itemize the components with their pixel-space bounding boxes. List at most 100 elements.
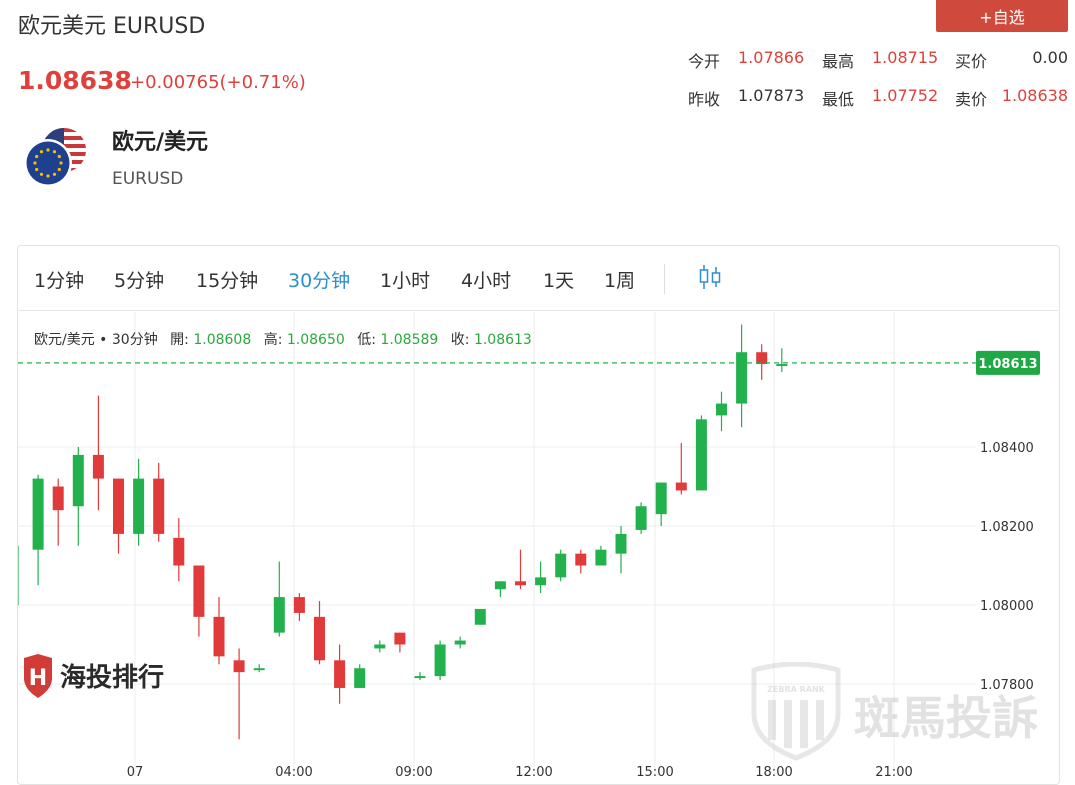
x-tick-label: 15:00 [636, 765, 673, 776]
page-title: 欧元美元 EURUSD [18, 14, 206, 39]
x-tick-label: 09:00 [395, 765, 432, 776]
candle-body [133, 478, 145, 534]
bid-value: 0.00 [1032, 48, 1068, 67]
x-tick-label: 12:00 [515, 765, 552, 776]
candle-body [434, 644, 446, 677]
candle-body [173, 537, 185, 566]
ohlc-high-value: 1.08650 [286, 332, 345, 348]
candle-body [113, 478, 124, 534]
open-label: 今开 [688, 52, 721, 71]
y-tick-label: 1.07800 [980, 678, 1034, 693]
tab-1min[interactable]: 1分钟 [34, 270, 85, 292]
y-axis: 1.08400 1.08200 1.08000 1.07800 [980, 441, 1034, 693]
ohlc-close-label: 收: [450, 332, 470, 348]
candle-body [32, 478, 44, 550]
candle-body [454, 640, 466, 645]
ask-label: 卖价 [955, 90, 988, 109]
candle-body [314, 616, 325, 661]
zebra-watermark-logo: ZEBRA RANK 斑馬投訴 [751, 662, 1038, 761]
ohlc-period: 30分钟 [111, 332, 158, 348]
tab-4hour[interactable]: 4小时 [461, 270, 512, 292]
ohlc-high-label: 高: [263, 332, 283, 348]
open-value: 1.07866 [738, 48, 805, 67]
y-tick-label: 1.08000 [980, 599, 1034, 614]
candle-body [253, 668, 265, 671]
candlestick-type-icon[interactable] [698, 264, 722, 290]
candle-body [675, 482, 687, 491]
candle-body [233, 660, 245, 673]
ohlc-symbol: 欧元/美元 [34, 332, 95, 348]
prev-close-value: 1.07873 [738, 86, 805, 105]
ohlc-close-value: 1.08613 [473, 332, 532, 348]
tab-15min[interactable]: 15分钟 [196, 270, 259, 292]
candle-body [273, 597, 285, 633]
x-tick-label: 18:00 [755, 765, 792, 776]
candle-body [635, 506, 647, 530]
add-watchlist-button[interactable]: +自选 [936, 0, 1068, 32]
ohlc-low-value: 1.08589 [380, 332, 439, 348]
candle-body [354, 668, 366, 688]
low-label: 最低 [822, 90, 855, 109]
y-tick-label: 1.08400 [980, 441, 1034, 456]
last-price: 1.08638 [18, 66, 132, 95]
chart-grid [18, 312, 976, 776]
candle-body [695, 419, 707, 491]
tab-1week[interactable]: 1周 [604, 270, 636, 292]
candle-body [334, 660, 346, 688]
candle-body [414, 676, 426, 679]
last-price-tag [976, 350, 1040, 375]
eu-us-flag-icon [24, 128, 86, 187]
candle-body [213, 616, 225, 657]
tab-5min[interactable]: 5分钟 [114, 270, 165, 292]
x-tick-label: 21:00 [875, 765, 912, 776]
candle-body [293, 597, 305, 613]
tab-1hour[interactable]: 1小时 [380, 270, 431, 292]
candle-body [655, 482, 667, 515]
ohlc-info-bar: 欧元/美元 • 30分钟 開: 1.08608 高: 1.08650 低: 1.… [34, 329, 532, 349]
candle-body [575, 553, 587, 566]
svg-text:H: H [29, 666, 47, 691]
haitou-watermark-logo: H 海投排行 [24, 654, 164, 698]
y-tick-label: 1.08200 [980, 520, 1034, 535]
tab-30min[interactable]: 30分钟 [288, 270, 351, 292]
candle-body [515, 581, 526, 586]
zebra-watermark-text: 斑馬投訴 [854, 691, 1038, 745]
x-tick-label: 07 [127, 765, 144, 776]
high-value: 1.08715 [872, 48, 939, 67]
ask-value: 1.08638 [1001, 86, 1068, 105]
last-price-line: 1.08613 [18, 350, 1040, 375]
ohlc-open-value: 1.08608 [193, 332, 252, 348]
candle-body [72, 454, 84, 507]
ohlc-low-label: 低: [357, 332, 376, 348]
candle-body [716, 403, 727, 416]
high-label: 最高 [822, 52, 855, 71]
x-axis: 07 04:00 09:00 12:00 15:00 18:00 21:00 [127, 765, 913, 776]
tab-1day[interactable]: 1天 [543, 270, 575, 292]
pair-name: 欧元/美元 [112, 130, 209, 155]
candle-body [535, 577, 547, 586]
candles [18, 324, 788, 740]
bid-label: 买价 [955, 52, 988, 71]
candle-body [776, 364, 788, 367]
candle-body [595, 549, 607, 566]
timeframe-tabs: 1分钟 5分钟 15分钟 30分钟 1小时 4小时 1天 1周 [18, 246, 1058, 311]
x-tick-label: 04:00 [275, 765, 312, 776]
ohlc-separator: • [99, 332, 112, 348]
price-change: +0.00765(+0.71%) [130, 72, 306, 93]
prev-close-label: 昨收 [688, 90, 721, 109]
candle-body [494, 581, 506, 590]
candle-body [374, 644, 386, 649]
candle-body [394, 632, 406, 645]
low-value: 1.07752 [872, 86, 939, 105]
tab-divider [664, 264, 665, 294]
haitou-watermark-text: 海投排行 [60, 662, 164, 693]
candle-body [615, 533, 627, 554]
candle-body [153, 478, 165, 534]
pair-code: EURUSD [112, 169, 184, 189]
candle-body [555, 553, 567, 578]
ohlc-open-label: 開: [170, 332, 189, 348]
zebra-badge-text: ZEBRA RANK [767, 685, 826, 694]
candle-body [52, 486, 64, 511]
candle-body [736, 352, 748, 404]
